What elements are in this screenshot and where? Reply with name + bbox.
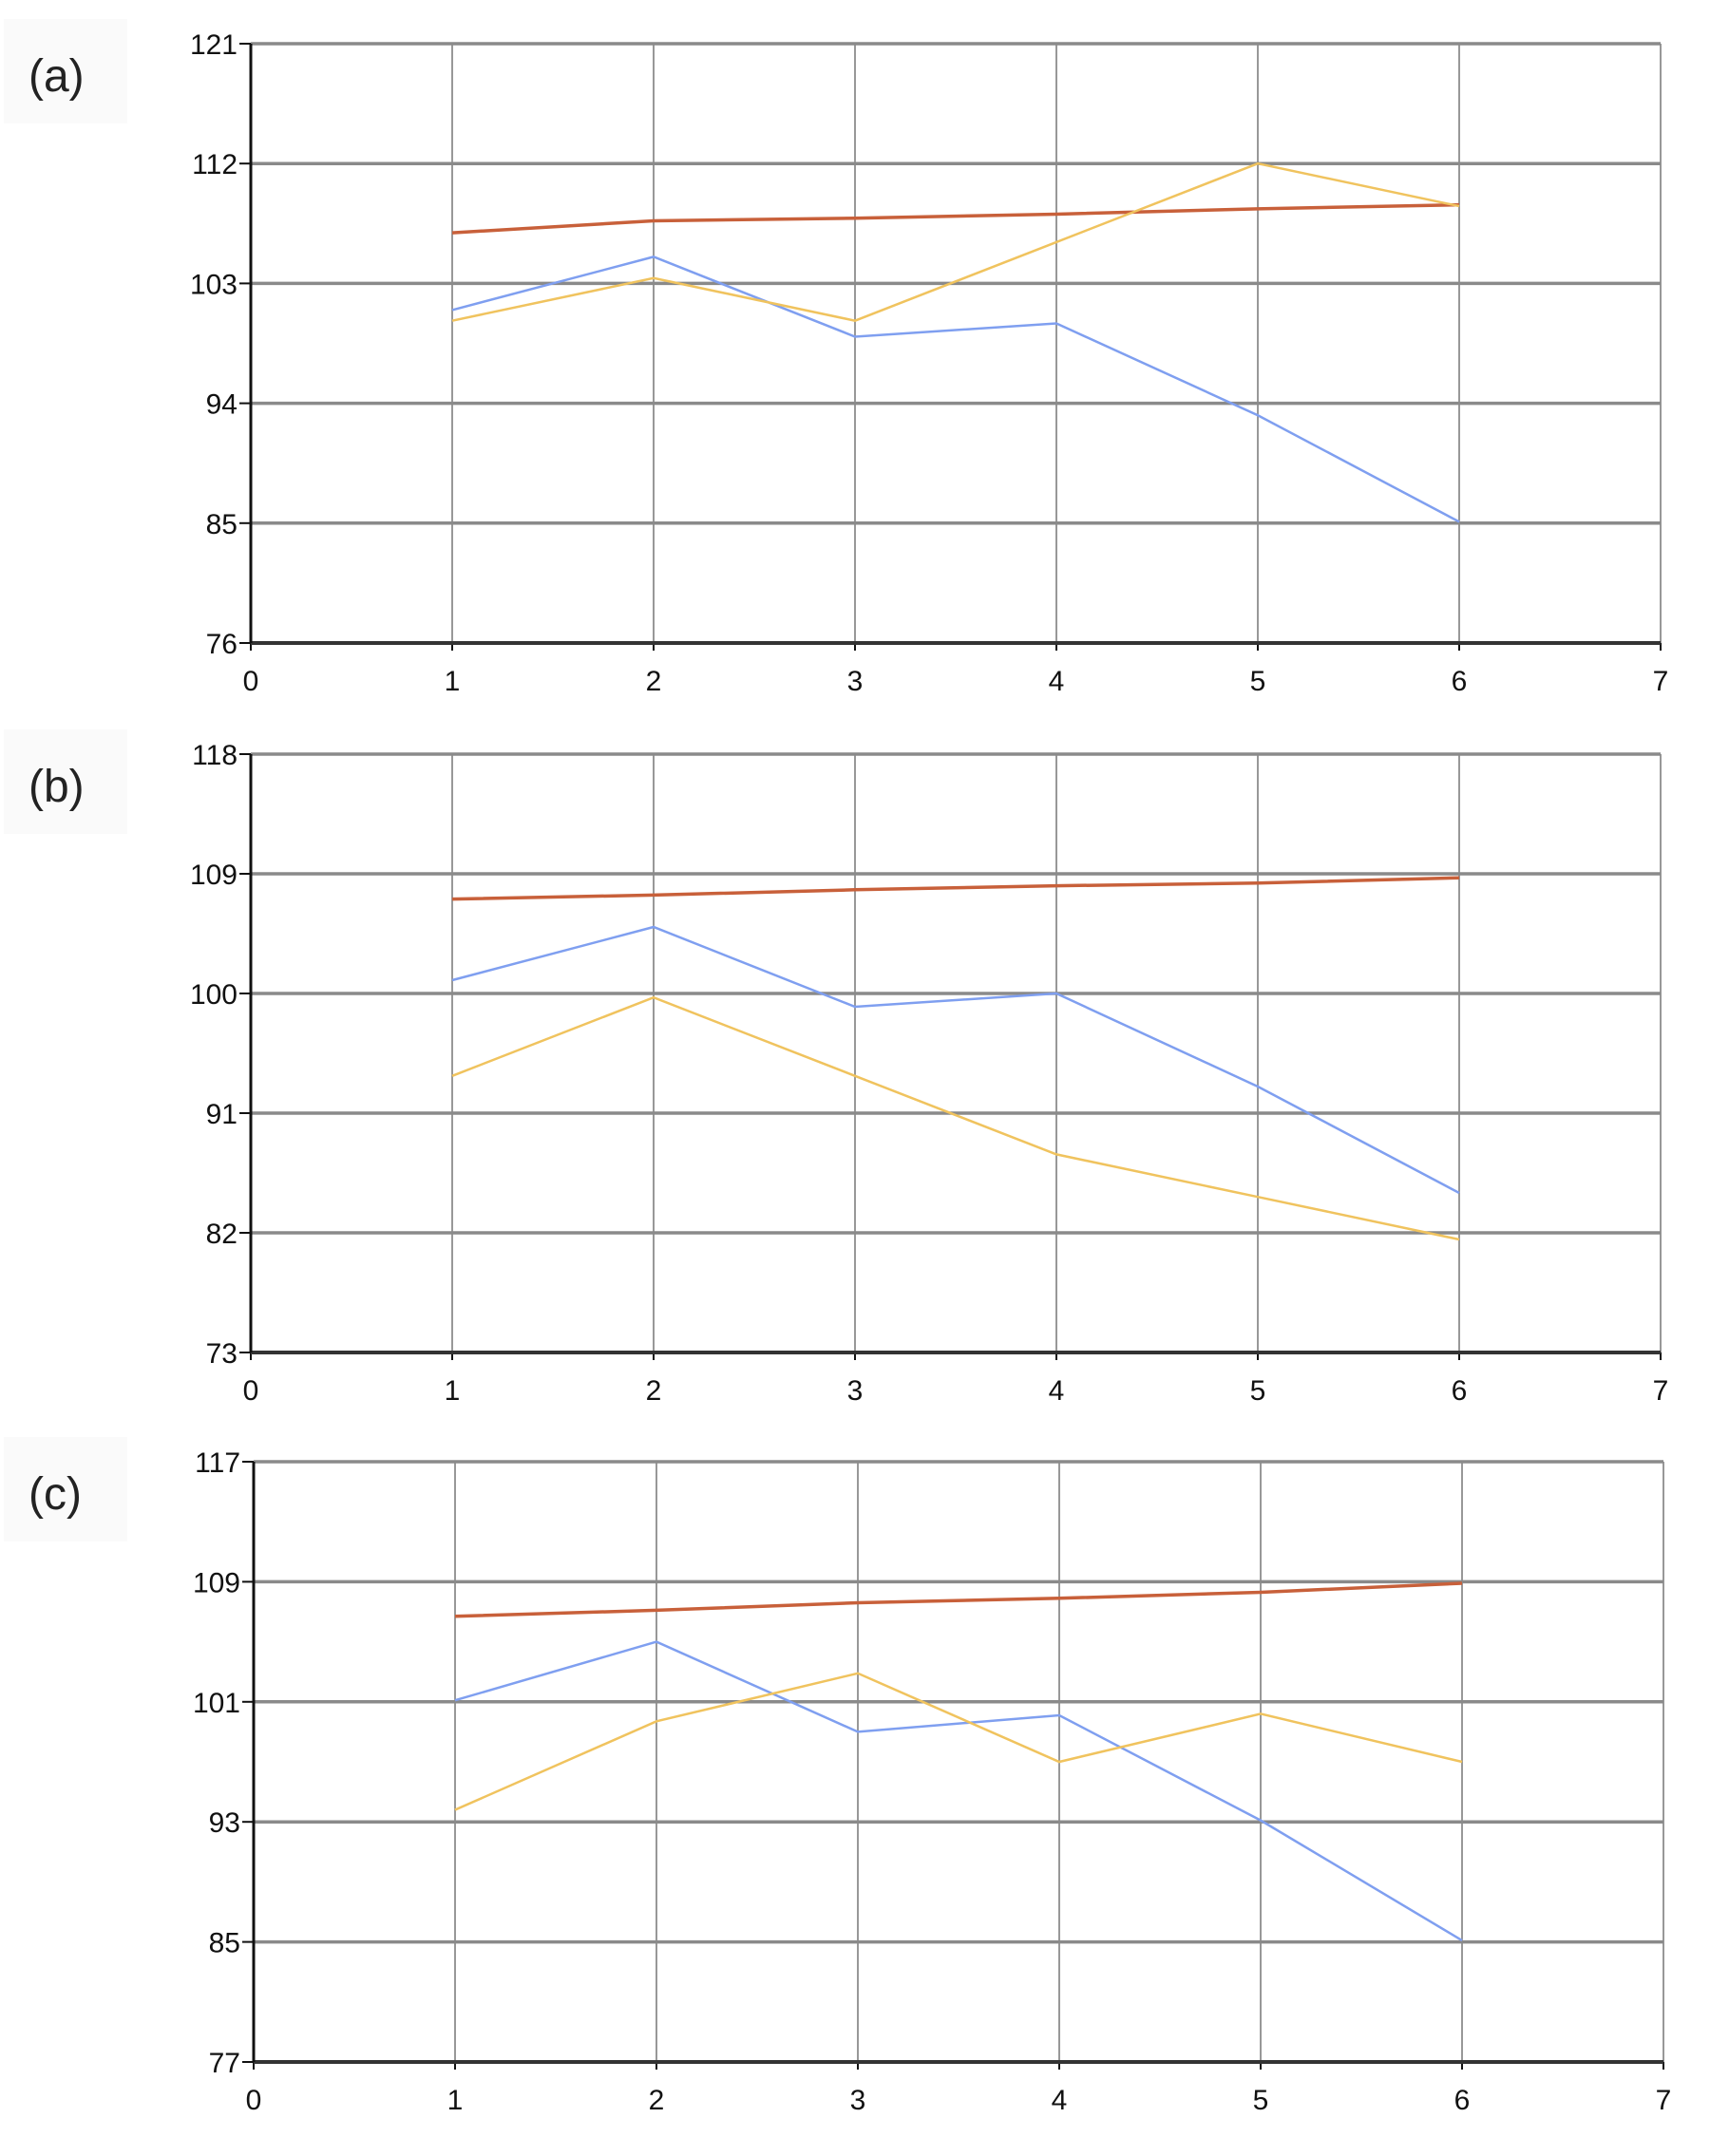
y-tick-label: 77 (209, 2048, 240, 2079)
y-tick-label: 118 (192, 740, 238, 771)
x-tick-label: 5 (1250, 666, 1266, 697)
panel-label: (b) (28, 762, 85, 812)
series-line-blue (451, 255, 1460, 523)
y-tick-label: 73 (206, 1338, 238, 1370)
x-tick-label: 2 (649, 2085, 665, 2116)
panel-label-bg (4, 729, 127, 834)
series-line-yellow (454, 1672, 1463, 1811)
series-line-yellow (451, 161, 1460, 322)
x-tick-label: 2 (646, 666, 662, 697)
x-tick-label: 5 (1250, 1375, 1266, 1407)
panel-label-bg (4, 19, 127, 123)
x-tick-label: 7 (1653, 666, 1669, 697)
y-tick-label: 117 (195, 1447, 240, 1479)
series-line-red (451, 202, 1460, 235)
y-tick-label: 76 (206, 629, 238, 660)
x-tick-label: 7 (1656, 2085, 1672, 2116)
x-tick-label: 3 (847, 666, 864, 697)
series-line-blue (451, 925, 1460, 1195)
x-tick-label: 0 (243, 1375, 259, 1407)
x-tick-label: 0 (246, 2085, 262, 2116)
y-tick-label: 100 (190, 979, 238, 1011)
x-tick-label: 0 (243, 666, 259, 697)
x-tick-label: 1 (445, 666, 461, 697)
y-tick-label: 82 (206, 1219, 238, 1250)
y-tick-label: 91 (206, 1099, 238, 1130)
chart-panel-1: (b) 0 1 2 3 4 5 6 7 73 82 91 100 109 118 (4, 729, 1668, 1407)
panel-label: (c) (28, 1469, 82, 1520)
y-tick-label: 109 (193, 1567, 240, 1598)
series-line-yellow (451, 995, 1460, 1241)
x-tick-label: 4 (1052, 2085, 1068, 2116)
x-tick-label: 6 (1452, 666, 1468, 697)
y-tick-label: 85 (206, 509, 238, 540)
x-tick-label: 3 (850, 2085, 866, 2116)
x-tick-label: 3 (847, 1375, 864, 1407)
y-tick-label: 109 (190, 860, 238, 891)
x-tick-label: 4 (1049, 666, 1065, 697)
y-tick-label: 94 (206, 389, 238, 421)
x-tick-label: 6 (1454, 2085, 1471, 2116)
y-tick-label: 103 (190, 269, 238, 300)
x-tick-label: 4 (1049, 1375, 1065, 1407)
y-tick-label: 93 (209, 1807, 240, 1839)
series-line-red (454, 1581, 1463, 1618)
panel-label: (a) (28, 51, 85, 102)
y-tick-label: 101 (193, 1688, 240, 1719)
x-tick-label: 6 (1452, 1375, 1468, 1407)
y-tick-label: 112 (192, 149, 238, 180)
x-tick-label: 1 (445, 1375, 461, 1407)
y-tick-label: 85 (209, 1928, 240, 1959)
x-tick-label: 5 (1253, 2085, 1269, 2116)
x-tick-label: 1 (447, 2085, 464, 2116)
series-line-red (451, 876, 1460, 901)
y-tick-label: 121 (190, 29, 238, 61)
x-tick-label: 7 (1653, 1375, 1669, 1407)
series-line-blue (454, 1640, 1463, 1942)
panel-label-bg (4, 1437, 127, 1541)
x-tick-label: 2 (646, 1375, 662, 1407)
